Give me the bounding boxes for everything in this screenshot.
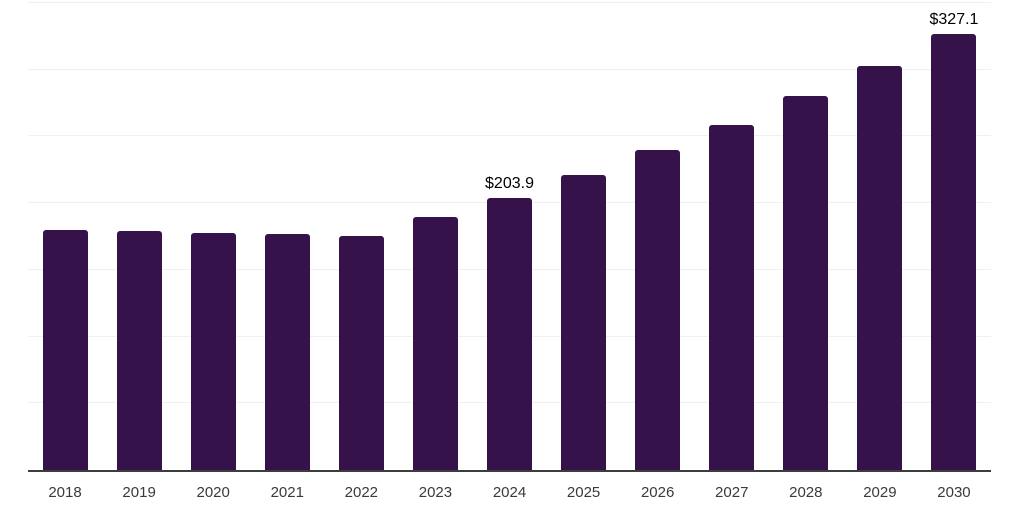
bar-2020 — [190, 233, 236, 470]
x-tick-label-2026: 2026 — [640, 484, 675, 501]
x-tick-label-2018: 2018 — [48, 484, 82, 501]
bar-slot-2019 — [102, 3, 176, 470]
x-tick-label-2023: 2023 — [418, 484, 453, 501]
bar-slot-2025 — [547, 3, 621, 470]
x-tick-label-2024: 2024 — [492, 484, 527, 501]
bar-slot-2021 — [250, 3, 324, 470]
bar-2024 — [487, 197, 532, 470]
x-tick-label-2027: 2027 — [715, 484, 749, 501]
gridline — [28, 2, 991, 3]
bar-value-label-2030: $327.1 — [929, 10, 979, 28]
bar-slot-2018 — [28, 3, 102, 470]
bar-2021 — [264, 234, 310, 470]
bar-slot-2027 — [695, 3, 769, 470]
bar-slot-2026 — [621, 3, 695, 470]
bar-2025 — [561, 174, 607, 470]
x-tick-label-2030: 2030 — [937, 484, 971, 501]
bar-2019 — [116, 230, 162, 470]
bar-slot-2028 — [769, 3, 843, 470]
bar-chart: $203.9 $327.1 2018 2019 2020 2021 2022 2023 202… — [28, 2, 991, 501]
bar-2023 — [412, 217, 458, 470]
bar-slot-2020 — [176, 3, 250, 470]
x-tick-label-2020: 2020 — [196, 484, 230, 501]
x-tick-label-2021: 2021 — [270, 484, 304, 501]
x-tick-label-2019: 2019 — [122, 484, 156, 501]
x-tick-label-2022: 2022 — [344, 484, 379, 501]
bar-2018 — [42, 229, 88, 470]
bar-2027 — [709, 124, 755, 470]
bar-slot-2023 — [398, 3, 472, 470]
bar-slot-2029 — [843, 3, 917, 470]
x-tick-label-2029: 2029 — [863, 484, 897, 501]
bar-slot-2022 — [324, 3, 398, 470]
bar-slot-2030: $327.1 — [917, 3, 991, 470]
bar-2029 — [857, 65, 903, 470]
bar-2028 — [783, 96, 829, 470]
gridline — [28, 68, 991, 70]
bar-slot-2024: $203.9 — [472, 3, 546, 470]
bar-2026 — [635, 150, 681, 470]
x-axis: 2018 2019 2020 2021 2022 2023 2024 2025 2026 2027… — [28, 484, 991, 501]
bar-value-label-2024: $203.9 — [485, 174, 534, 192]
x-tick-label-2025: 2025 — [566, 484, 601, 501]
x-tick-label-2028: 2028 — [789, 484, 823, 501]
gridline — [28, 135, 991, 137]
plot-area: $203.9 $327.1 — [28, 2, 991, 472]
bar-2022 — [338, 236, 384, 470]
bar-2030 — [931, 33, 977, 470]
